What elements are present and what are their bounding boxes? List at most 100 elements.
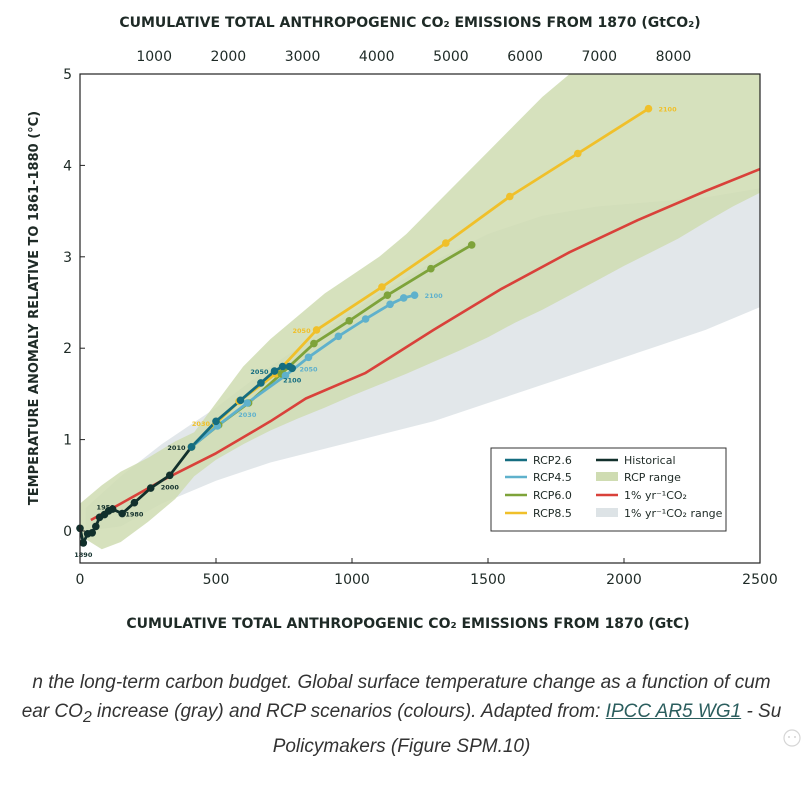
top-axis-title: CUMULATIVE TOTAL ANTHROPOGENIC CO₂ EMISS… (119, 15, 700, 31)
top-tick-label: 4000 (359, 49, 395, 65)
data-point-rcp4-5 (399, 294, 408, 302)
data-point-rcp2-6 (257, 379, 265, 387)
year-label: 2030 (238, 411, 257, 419)
legend-swatch-rcp-range (596, 472, 618, 481)
data-point-historical (166, 471, 174, 480)
series-line-rcp4-5 (190, 293, 415, 448)
data-point-rcp8-5 (644, 104, 653, 113)
legend-swatch-1-yr-co-range (596, 508, 618, 517)
legend-label: RCP2.6 (533, 454, 572, 467)
caption-line-2: ear CO2 increase (gray) and RCP scenario… (0, 697, 803, 732)
caption-text: - Su (741, 701, 782, 722)
year-label: 1890 (74, 551, 93, 559)
top-tick-label: 7000 (581, 49, 617, 65)
data-point-historical (130, 498, 139, 507)
y-axis-title: TEMPERATURE ANOMALY RELATIVE TO 1861-188… (27, 111, 42, 505)
year-label: 1950 (97, 503, 116, 511)
data-point-rcp6-0 (427, 264, 435, 273)
data-point-rcp8-5 (312, 326, 321, 334)
legend: RCP2.6 Historical RCP4.5 RCP range RCP6.0 1% … (490, 447, 727, 532)
data-point-rcp4-5 (410, 291, 419, 300)
legend-box (490, 447, 727, 532)
year-labels-layer: 1890 1950 1980 2000 2010 2030 2050 2100 2030 2050… (74, 106, 677, 559)
x-tick-label: 1500 (470, 572, 506, 588)
year-label: 2010 (167, 444, 186, 452)
ipcc-link[interactable]: IPCC AR5 WG1 (605, 701, 742, 722)
caption-subscript: 2 (82, 708, 92, 726)
legend-label: RCP4.5 (533, 471, 572, 484)
data-point-rcp4-5 (361, 315, 370, 323)
year-label: 2100 (659, 106, 678, 114)
plot-frame (79, 73, 761, 564)
data-point-historical (88, 529, 96, 537)
data-point-rcp4-5 (243, 399, 252, 407)
y-tick-label: 5 (63, 67, 72, 83)
y-tick-label: 0 (63, 524, 72, 540)
year-label: 2100 (425, 292, 444, 300)
data-point-rcp2-6 (278, 362, 287, 371)
x-axis-title: CUMULATIVE TOTAL ANTHROPOGENIC CO₂ EMISS… (126, 616, 689, 632)
year-label: 2100 (283, 376, 302, 384)
x-tick-label: 1000 (334, 572, 370, 588)
legend-label: 1% yr⁻¹CO₂ range (624, 507, 723, 520)
data-point-rcp8-5 (506, 192, 514, 201)
x-tick-label: 0 (76, 572, 85, 588)
y-tick-label: 2 (63, 341, 72, 357)
data-point-rcp2-6 (187, 443, 196, 451)
data-point-rcp8-5 (378, 283, 386, 291)
figure-caption: n the long-term carbon budget. Global su… (0, 668, 803, 761)
data-point-rcp2-6 (288, 364, 297, 373)
ticks-layer: 0 500 1000 1500 2000 2500 0 1 2 3 4 5 1000 2000 3000 40… (63, 49, 778, 588)
data-point-rcp4-5 (334, 332, 343, 341)
caption-line-3: Policymakers (Figure SPM.10) (272, 735, 531, 757)
caption-text: increase (gray) and RCP scenarios (colou… (91, 701, 606, 722)
caption-text: ear CO (21, 701, 83, 722)
caption-line-1: n the long-term carbon budget. Global su… (32, 672, 771, 693)
data-point-rcp8-5 (574, 149, 582, 158)
year-label: 2000 (161, 483, 180, 491)
data-point-rcp4-5 (304, 353, 313, 362)
data-point-rcp2-6 (236, 396, 245, 405)
data-point-rcp4-5 (281, 371, 290, 380)
year-label: 2030 (192, 420, 211, 428)
top-tick-label: 3000 (285, 49, 321, 65)
legend-label: Historical (624, 454, 676, 467)
data-point-rcp6-0 (383, 291, 392, 300)
y-tick-label: 1 (63, 433, 72, 449)
data-point-rcp8-5 (442, 239, 450, 247)
points-layer (76, 104, 653, 547)
data-point-historical (146, 484, 155, 492)
y-tick-label: 4 (63, 158, 72, 174)
chart: 1890195019802000201020302050210020302050… (27, 15, 778, 632)
data-point-historical (79, 539, 88, 547)
top-tick-label: 6000 (507, 49, 543, 65)
data-point-historical (92, 522, 100, 531)
data-point-rcp2-6 (212, 417, 220, 426)
band-rcp-range (80, 74, 760, 550)
bands-layer (80, 74, 760, 550)
top-tick-label: 8000 (656, 49, 692, 65)
data-point-rcp6-0 (310, 339, 318, 348)
top-tick-label: 5000 (433, 49, 469, 65)
data-point-historical (108, 505, 117, 513)
year-label: 2050 (293, 327, 312, 335)
year-label: 2050 (299, 365, 318, 373)
data-point-rcp6-0 (345, 317, 354, 325)
legend-label: 1% yr⁻¹CO₂ (624, 489, 687, 502)
year-label: 2050 (250, 368, 269, 376)
legend-label: RCP6.0 (533, 489, 572, 502)
legend-label: RCP8.5 (533, 507, 572, 520)
x-tick-label: 2000 (606, 572, 642, 588)
y-tick-label: 3 (63, 250, 72, 266)
x-tick-label: 2500 (742, 572, 778, 588)
data-point-rcp6-0 (467, 241, 476, 249)
legend-label: RCP range (624, 471, 681, 484)
top-tick-label: 1000 (136, 49, 172, 65)
year-label: 1980 (125, 511, 144, 519)
watermark-icon (783, 729, 801, 747)
data-point-rcp2-6 (270, 367, 279, 375)
data-point-historical (118, 509, 126, 518)
data-point-rcp4-5 (386, 300, 394, 309)
top-tick-label: 2000 (211, 49, 247, 65)
x-tick-label: 500 (203, 572, 230, 588)
